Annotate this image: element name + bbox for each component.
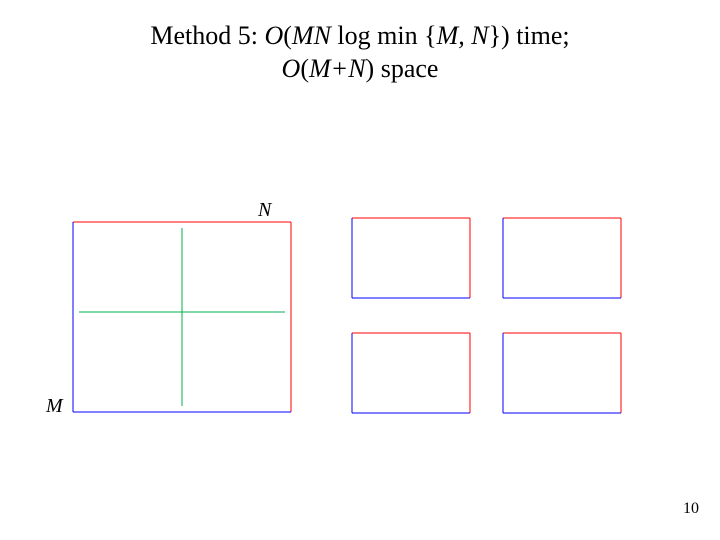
diagram-svg [0, 0, 720, 540]
